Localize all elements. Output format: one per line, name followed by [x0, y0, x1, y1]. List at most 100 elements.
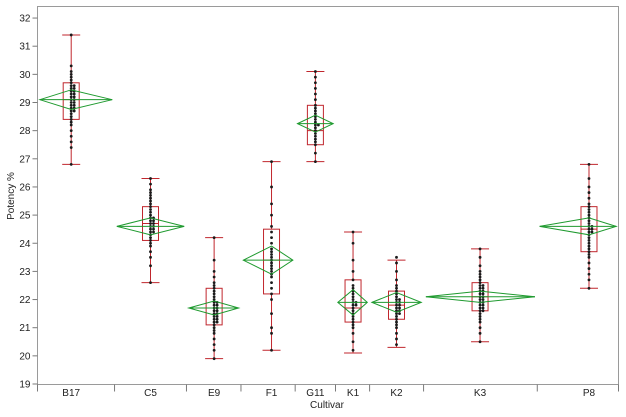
data-point: [152, 227, 155, 231]
data-point: [313, 132, 317, 135]
data-point: [212, 298, 216, 301]
y-tick-label: 21: [19, 323, 31, 334]
x-tick-label: G11: [306, 388, 325, 399]
data-point: [149, 230, 152, 234]
data-point: [149, 205, 152, 209]
data-point: [478, 286, 482, 290]
data-point: [478, 275, 482, 279]
data-point: [587, 278, 591, 282]
data-point: [313, 140, 317, 144]
data-point: [69, 70, 73, 73]
data-point: [69, 81, 73, 85]
data-point: [72, 101, 76, 104]
data-point: [313, 106, 317, 110]
data-point: [270, 286, 273, 290]
data-point: [69, 146, 73, 149]
data-point: [149, 196, 152, 200]
data-point: [72, 84, 76, 88]
data-point: [313, 92, 317, 96]
data-point: [590, 227, 594, 231]
data-point: [69, 134, 73, 138]
data-point: [395, 337, 398, 341]
data-point: [398, 306, 401, 310]
data-point: [587, 219, 591, 223]
data-point: [313, 98, 317, 102]
data-point: [481, 309, 485, 313]
data-point: [69, 140, 73, 144]
data-point: [313, 117, 317, 121]
data-point: [149, 191, 152, 194]
x-tick-label: F1: [266, 388, 278, 399]
data-point: [478, 278, 482, 282]
data-point: [149, 193, 152, 197]
data-point: [313, 75, 317, 79]
data-point: [587, 255, 591, 259]
data-point: [313, 109, 317, 113]
data-point: [587, 185, 591, 189]
data-point: [587, 227, 591, 231]
y-tick-label: 31: [19, 42, 31, 53]
data-point: [590, 230, 594, 234]
data-point: [149, 239, 152, 242]
data-point: [587, 272, 591, 276]
y-tick-label: 32: [19, 14, 31, 25]
data-point: [587, 213, 591, 217]
x-axis-title: Cultivar: [310, 400, 345, 411]
data-point: [316, 123, 320, 127]
y-tick-label: 30: [19, 70, 31, 81]
data-point: [149, 210, 152, 214]
data-point: [69, 101, 73, 104]
y-axis: 19 20 21 22 23 24 25 26 27 28 29 30 31 32: [19, 14, 38, 391]
data-point: [351, 270, 355, 273]
data-point: [72, 95, 76, 99]
data-point: [478, 292, 482, 296]
data-point: [212, 315, 216, 318]
data-point: [395, 320, 398, 324]
data-point: [149, 250, 152, 254]
x-tick-label: K2: [390, 388, 403, 399]
data-point: [351, 340, 355, 344]
data-point: [270, 247, 273, 251]
data-point: [313, 137, 317, 141]
data-point: [478, 312, 482, 316]
data-point: [587, 205, 591, 209]
data-point: [478, 264, 482, 268]
data-point: [152, 219, 155, 223]
data-point: [395, 255, 398, 259]
data-point: [313, 160, 317, 164]
data-point: [69, 109, 73, 113]
data-point: [587, 202, 591, 206]
data-point: [478, 281, 482, 285]
data-point: [270, 270, 273, 273]
y-tick-label: 25: [19, 211, 31, 222]
data-point: [351, 292, 355, 296]
data-point: [270, 281, 273, 285]
data-point: [351, 348, 355, 352]
data-point: [270, 185, 273, 189]
data-point: [212, 348, 216, 352]
data-point: [313, 123, 317, 127]
data-point: [270, 255, 273, 259]
data-point: [587, 222, 591, 225]
data-point: [215, 303, 219, 307]
means-diamonds: [38, 89, 618, 316]
data-point: [587, 230, 591, 234]
data-point: [395, 343, 398, 346]
data-point: [270, 298, 273, 301]
data-point: [152, 230, 155, 234]
data-point: [215, 317, 219, 321]
data-point: [478, 298, 482, 301]
data-point: [587, 177, 591, 180]
data-point: [395, 284, 398, 287]
data-point: [587, 241, 591, 245]
data-point: [149, 244, 152, 248]
data-point: [212, 281, 216, 285]
data-point: [215, 320, 219, 324]
data-point: [587, 236, 591, 240]
data-point: [351, 315, 355, 318]
data-point: [587, 247, 591, 251]
data-point: [212, 326, 216, 330]
data-point: [313, 87, 317, 90]
y-tick-label: 24: [19, 239, 31, 250]
y-tick-label: 26: [19, 182, 31, 193]
